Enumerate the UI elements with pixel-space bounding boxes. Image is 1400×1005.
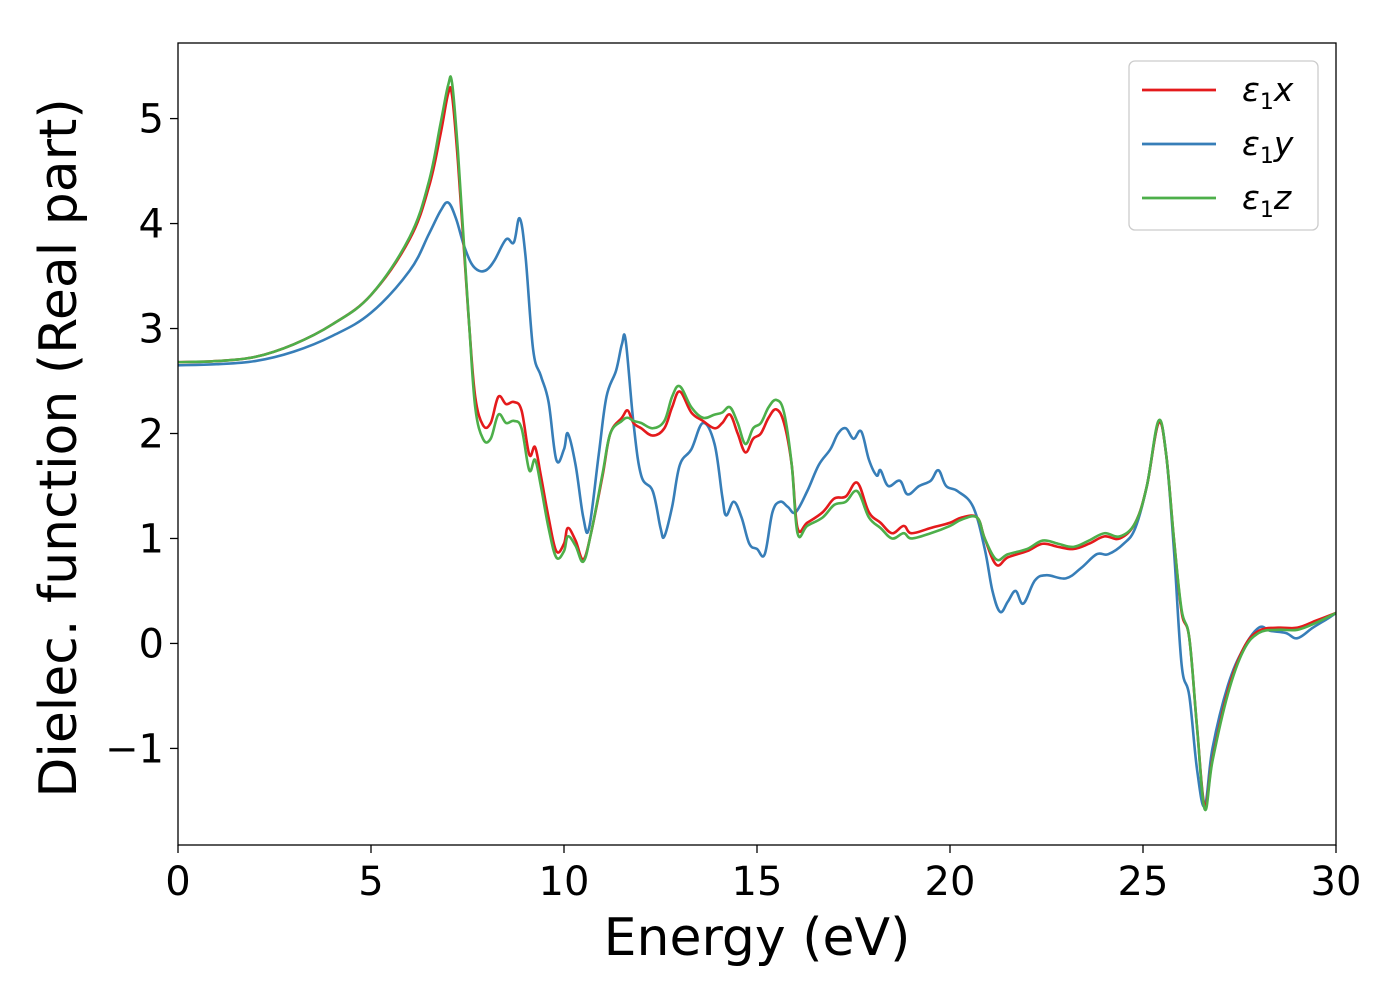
x-axis-title: Energy (eV) <box>604 908 911 968</box>
series-layer <box>178 75 1336 812</box>
x-axis-ticks: 0 5 10 15 20 25 30 <box>165 845 1361 905</box>
legend: ε1x ε1y ε1z <box>1128 60 1319 231</box>
y-tick-label: 4 <box>139 202 164 248</box>
y-tick-label: −1 <box>105 726 164 772</box>
y-tick-label: 2 <box>139 412 164 458</box>
legend-label-y: ε1y <box>1242 124 1294 169</box>
y-tick-label: 3 <box>139 307 164 353</box>
series-line-z <box>178 75 1336 812</box>
y-axis-ticks: −1 0 1 2 3 4 5 <box>105 97 178 772</box>
y-axis-title: Dielec. function (Real part) <box>29 98 89 797</box>
y-tick-label: 1 <box>139 516 164 562</box>
x-tick-label: 5 <box>358 859 383 905</box>
series-line-y <box>178 201 1336 808</box>
x-tick-label: 20 <box>925 859 976 905</box>
x-tick-label: 30 <box>1311 859 1362 905</box>
x-tick-label: 0 <box>165 859 190 905</box>
legend-label-z: ε1z <box>1242 178 1292 223</box>
x-tick-label: 15 <box>732 859 783 905</box>
legend-label-x: ε1x <box>1242 70 1294 115</box>
x-tick-label: 25 <box>1118 859 1169 905</box>
x-tick-label: 10 <box>539 859 590 905</box>
legend-box <box>1128 60 1319 231</box>
y-tick-label: 0 <box>139 621 164 667</box>
y-tick-label: 5 <box>139 97 164 143</box>
